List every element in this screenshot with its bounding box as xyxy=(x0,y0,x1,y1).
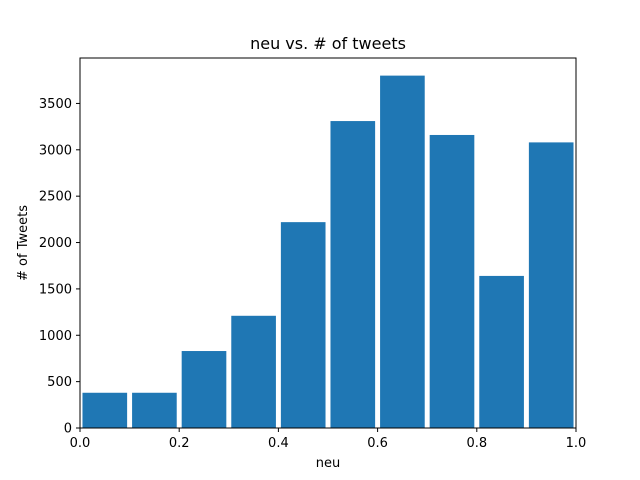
x-axis-label: neu xyxy=(316,456,340,471)
x-tick-label-2: 0.4 xyxy=(268,436,289,451)
y-tick-label-1: 500 xyxy=(47,375,72,390)
histogram-bar-4 xyxy=(280,222,326,428)
x-tick-label-3: 0.6 xyxy=(367,436,388,451)
bars-layer xyxy=(82,75,574,429)
y-tick-label-2: 1000 xyxy=(39,329,72,344)
x-tick-label-4: 0.8 xyxy=(466,436,487,451)
y-axis: 0 500 1000 1500 2000 2500 3000 3500 xyxy=(39,97,80,437)
y-tick-label-7: 3500 xyxy=(39,97,72,112)
histogram-bar-9 xyxy=(528,142,574,428)
histogram-bar-6 xyxy=(380,75,425,429)
x-tick-label-0: 0.0 xyxy=(70,436,91,451)
y-tick-label-5: 2500 xyxy=(39,190,72,205)
chart-title: neu vs. # of tweets xyxy=(250,34,406,53)
histogram-bar-5 xyxy=(330,121,376,428)
histogram-bar-0 xyxy=(82,392,128,428)
histogram-bar-3 xyxy=(231,315,276,428)
y-tick-label-3: 1500 xyxy=(39,282,72,297)
x-tick-label-1: 0.2 xyxy=(169,436,190,451)
histogram-bar-1 xyxy=(132,392,177,428)
histogram-bar-7 xyxy=(429,134,475,428)
y-tick-label-4: 2000 xyxy=(39,236,72,251)
x-axis: 0.0 0.2 0.4 0.6 0.8 1.0 xyxy=(70,428,587,451)
y-tick-label-0: 0 xyxy=(64,422,72,437)
histogram-bar-8 xyxy=(479,275,524,428)
y-axis-label: # of Tweets xyxy=(16,205,31,281)
x-tick-label-5: 1.0 xyxy=(566,436,587,451)
y-tick-label-6: 3000 xyxy=(39,143,72,158)
histogram-bar-2 xyxy=(181,351,227,428)
